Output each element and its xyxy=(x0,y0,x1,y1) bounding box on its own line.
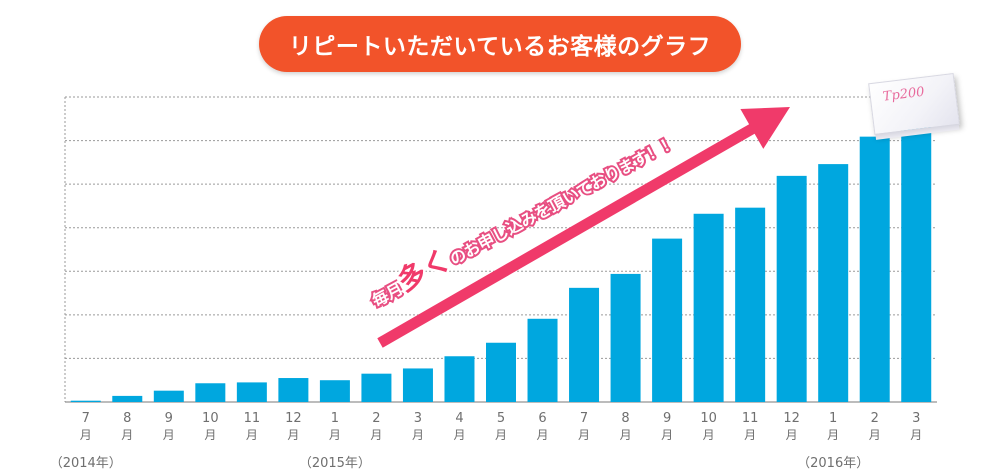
x-tick-month: 8 xyxy=(621,411,629,426)
bar xyxy=(278,378,309,402)
x-tick-unit: 月 xyxy=(412,428,424,442)
bar xyxy=(610,273,641,402)
bar xyxy=(818,164,849,402)
annotation-part2: のお申し込みを頂いております！！ xyxy=(446,132,680,269)
x-tick-month: 2 xyxy=(372,411,380,426)
x-tick-unit: 月 xyxy=(370,428,382,442)
bar xyxy=(735,207,766,402)
year-label: （2016年） xyxy=(797,456,870,471)
x-tick-month: 6 xyxy=(538,411,546,426)
x-tick-labels: 7月8月9月10月11月12月1月2月3月4月5月6月7月8月9月10月11月1… xyxy=(80,411,922,442)
x-tick-month: 11 xyxy=(244,411,261,426)
bar xyxy=(776,175,807,402)
year-label: （2014年） xyxy=(49,456,122,471)
bar xyxy=(70,400,101,402)
product-image: Tp200 xyxy=(868,72,960,136)
x-tick-month: 12 xyxy=(285,411,302,426)
x-tick-unit: 月 xyxy=(910,428,922,442)
x-tick-month: 5 xyxy=(497,411,505,426)
x-tick-month: 9 xyxy=(663,411,671,426)
x-tick-unit: 月 xyxy=(204,428,216,442)
bar xyxy=(652,238,683,402)
x-tick-month: 7 xyxy=(580,411,588,426)
bar xyxy=(361,373,392,402)
chart-title: リピートいただいているお客様のグラフ xyxy=(288,34,712,60)
x-tick-unit: 月 xyxy=(827,428,839,442)
x-tick-month: 2 xyxy=(871,411,879,426)
x-tick-unit: 月 xyxy=(121,428,133,442)
x-tick-unit: 月 xyxy=(744,428,756,442)
bar xyxy=(195,383,226,402)
x-tick-unit: 月 xyxy=(80,428,92,442)
growth-arrow xyxy=(377,107,790,348)
x-tick-unit: 月 xyxy=(453,428,465,442)
x-tick-month: 1 xyxy=(829,411,837,426)
x-tick-month: 7 xyxy=(82,411,90,426)
bar xyxy=(112,395,143,402)
x-tick-unit: 月 xyxy=(329,428,341,442)
x-tick-unit: 月 xyxy=(620,428,632,442)
x-tick-unit: 月 xyxy=(246,428,258,442)
x-tick-month: 1 xyxy=(331,411,339,426)
x-tick-month: 11 xyxy=(742,411,759,426)
x-tick-month: 12 xyxy=(783,411,800,426)
bar xyxy=(527,318,558,402)
x-tick-month: 4 xyxy=(455,411,463,426)
bars xyxy=(70,124,932,402)
x-tick-unit: 月 xyxy=(495,428,507,442)
x-tick-unit: 月 xyxy=(163,428,175,442)
bar xyxy=(693,213,724,402)
bar xyxy=(402,368,433,402)
x-tick-month: 8 xyxy=(123,411,131,426)
x-tick-month: 10 xyxy=(700,411,717,426)
bar xyxy=(901,124,932,402)
x-tick-month: 3 xyxy=(414,411,422,426)
x-tick-unit: 月 xyxy=(661,428,673,442)
x-tick-unit: 月 xyxy=(537,428,549,442)
chart-title-banner: リピートいただいているお客様のグラフ xyxy=(259,16,741,72)
x-tick-month: 3 xyxy=(912,411,920,426)
x-tick-unit: 月 xyxy=(786,428,798,442)
x-tick-unit: 月 xyxy=(703,428,715,442)
bar xyxy=(236,382,267,402)
x-tick-unit: 月 xyxy=(869,428,881,442)
bar xyxy=(569,287,600,402)
bar xyxy=(859,136,890,402)
product-logo-text: Tp200 xyxy=(882,84,926,105)
bar xyxy=(153,390,184,402)
bar xyxy=(486,342,516,402)
x-tick-unit: 月 xyxy=(287,428,299,442)
bar xyxy=(444,356,475,402)
x-tick-unit: 月 xyxy=(578,428,590,442)
x-tick-month: 10 xyxy=(202,411,219,426)
bar xyxy=(319,380,350,402)
x-tick-month: 9 xyxy=(165,411,173,426)
year-label: （2015年） xyxy=(298,456,371,471)
